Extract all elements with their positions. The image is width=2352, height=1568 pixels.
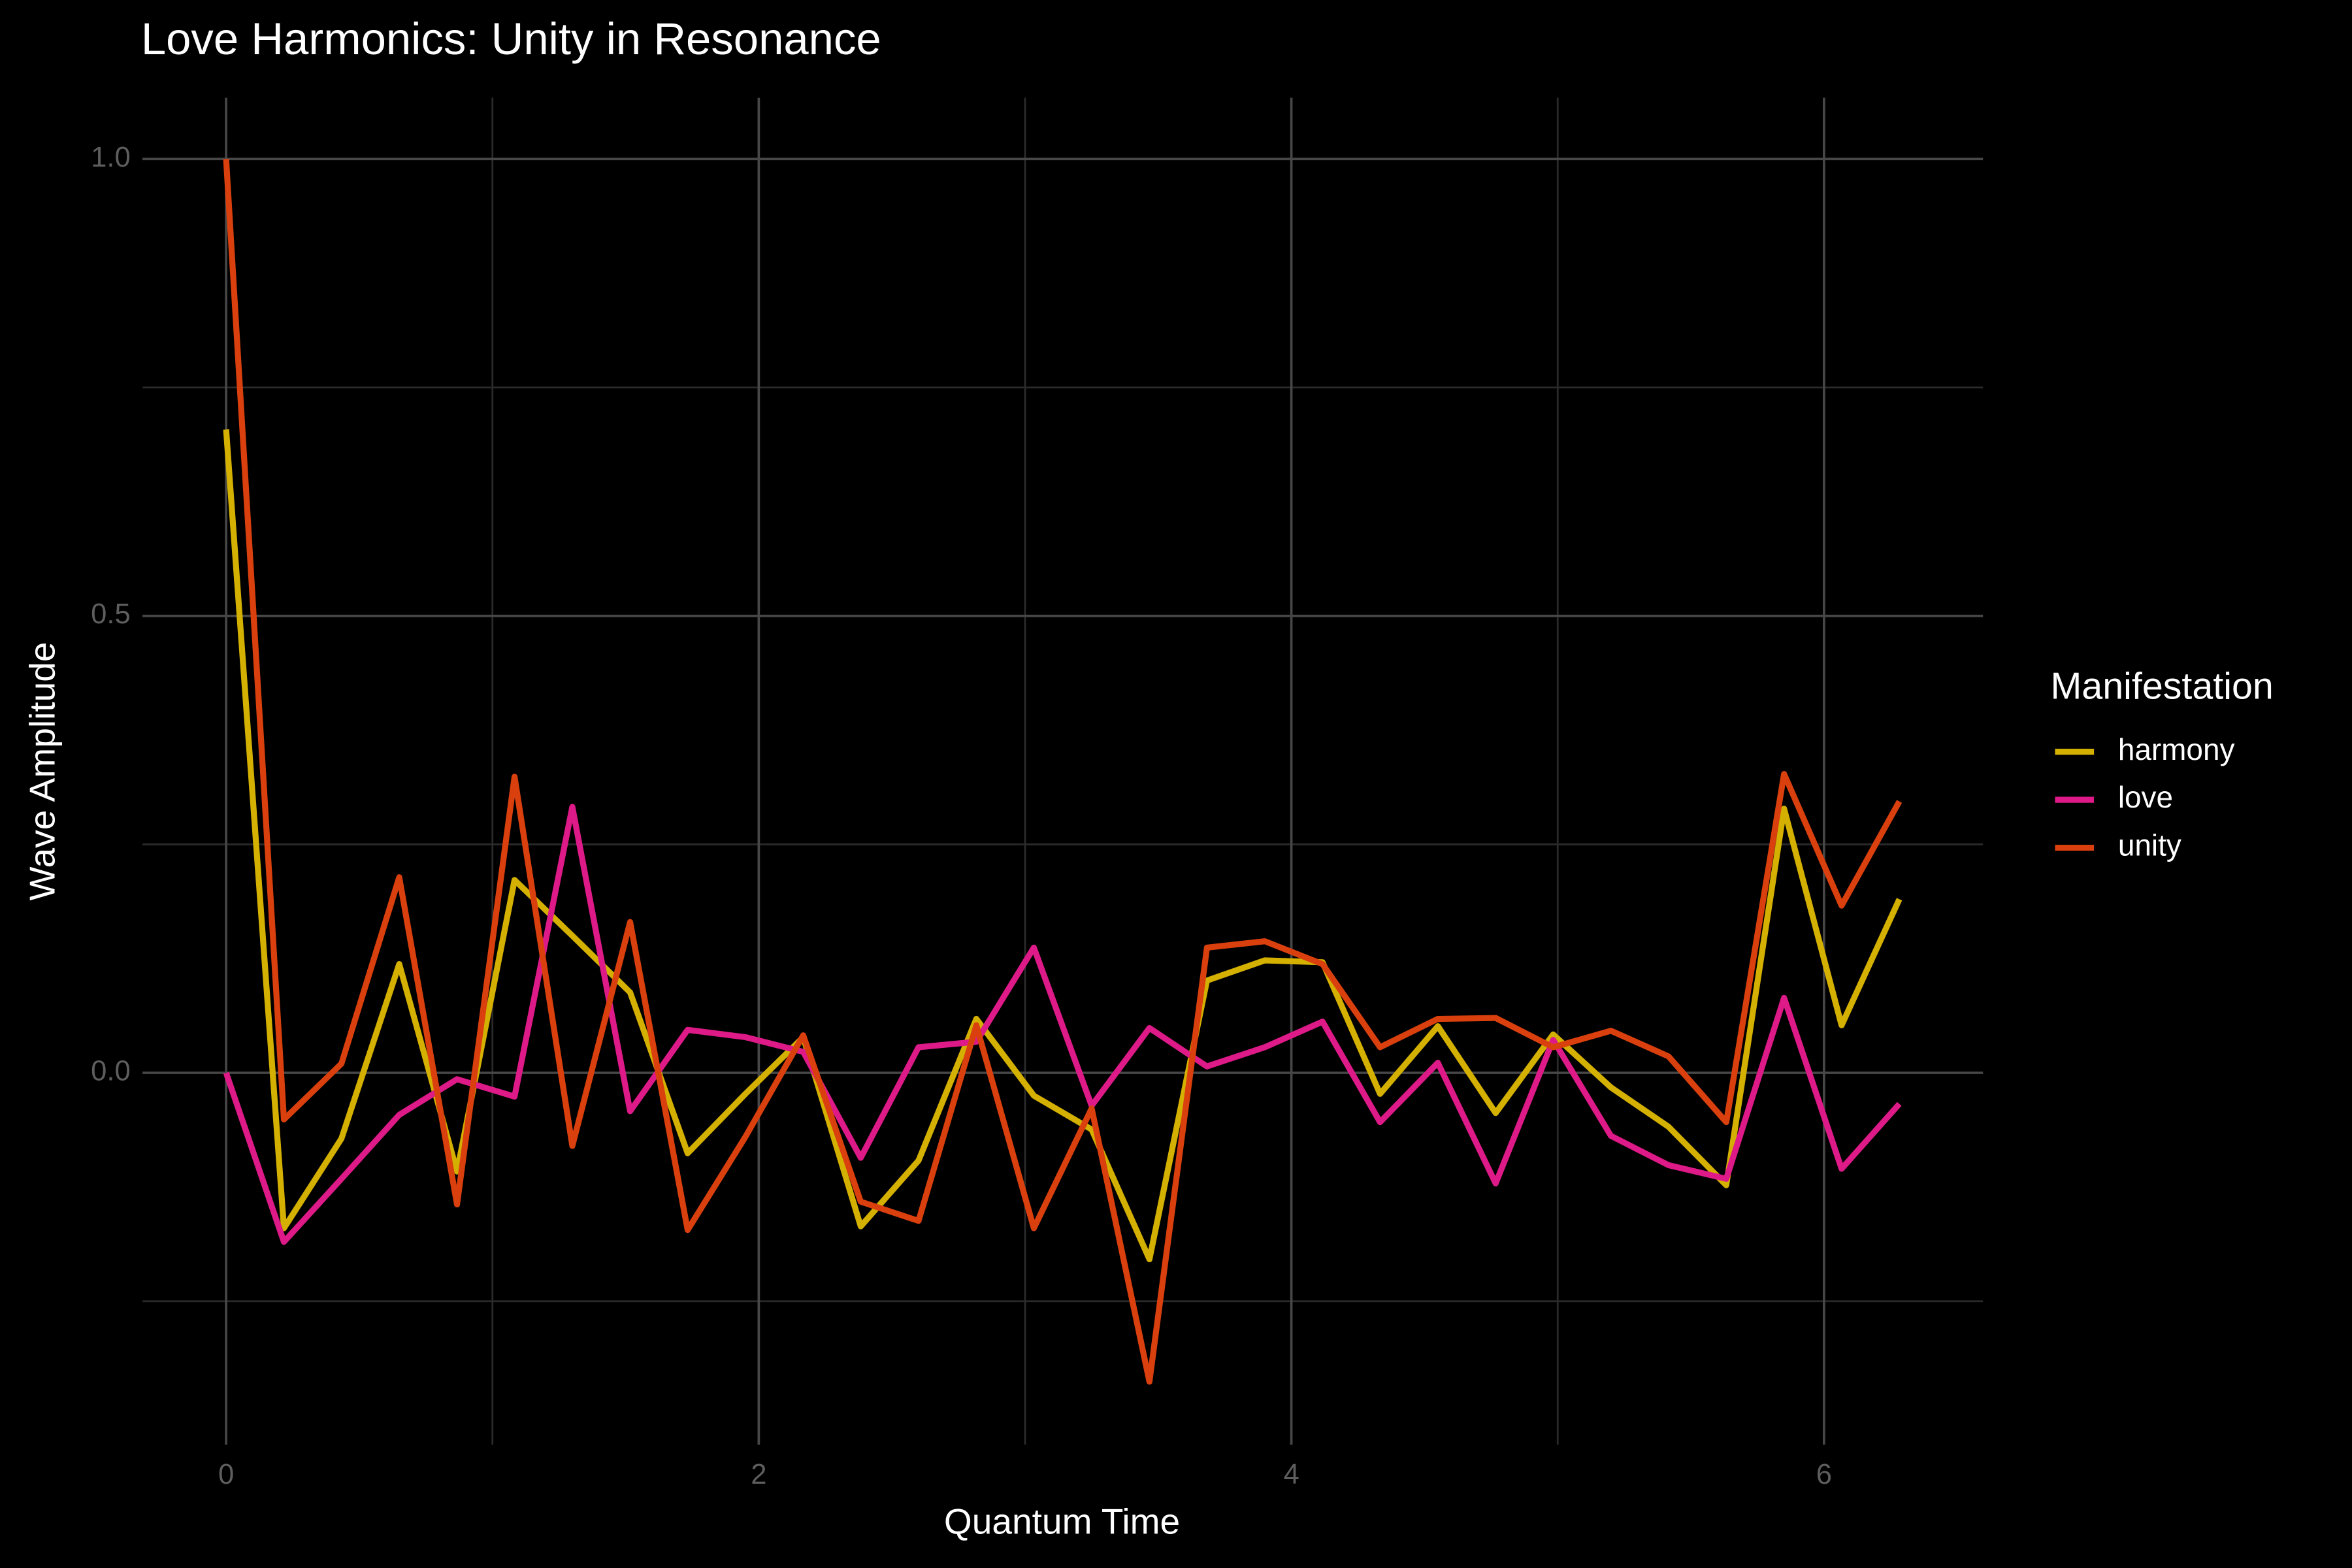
legend-title: Manifestation — [2051, 665, 2274, 707]
series-line — [223, 159, 1903, 1385]
y-axis-label: Wave Amplitude — [22, 642, 62, 900]
series-line — [223, 804, 1902, 1245]
legend-label: unity — [2118, 828, 2181, 862]
x-tick-label: 4 — [1283, 1459, 1299, 1490]
y-tick-label: 0.0 — [91, 1056, 131, 1087]
grid — [142, 97, 1984, 1445]
series-line — [223, 429, 1903, 1263]
y-tick-label: 0.5 — [91, 598, 131, 630]
x-tick-label: 6 — [1816, 1459, 1832, 1490]
y-tick-label: 1.0 — [91, 142, 131, 173]
legend-label: harmony — [2118, 732, 2235, 766]
chart-title: Love Harmonics: Unity in Resonance — [141, 14, 881, 64]
lines — [223, 159, 1903, 1385]
legend-label: love — [2118, 780, 2173, 814]
x-axis-label: Quantum Time — [944, 1501, 1180, 1542]
x-tick-label: 0 — [218, 1459, 234, 1490]
x-tick-label: 2 — [751, 1459, 766, 1490]
